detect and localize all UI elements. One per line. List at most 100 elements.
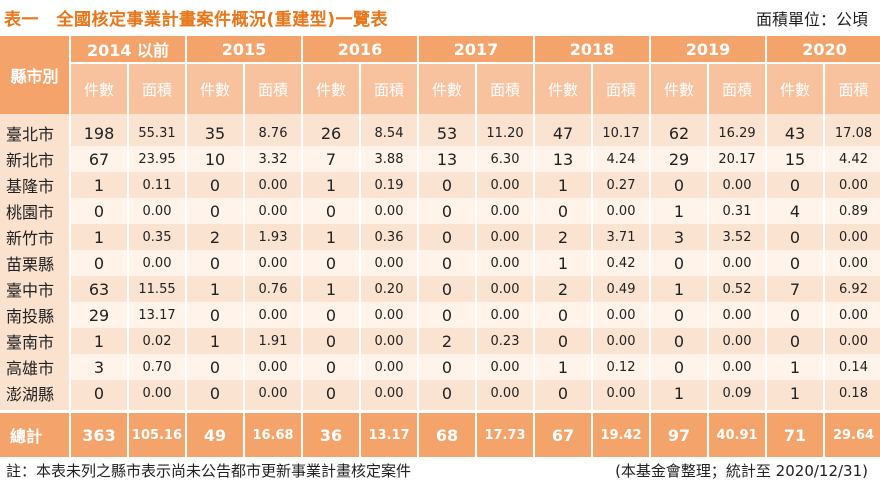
table-row: 臺北市 198 55.31 35 8.76 26 8.54 53 11.20 47 10.17 62 1… (0, 114, 880, 146)
total-count-cell: 363 (69, 410, 128, 457)
table-row: 新竹市 1 0.35 2 1.93 1 0.36 0 0.00 2 3.71 3 3.52 0 0.00 (0, 224, 880, 250)
count-cell: 1 (69, 224, 128, 250)
count-cell: 1 (533, 172, 593, 198)
table-row: 臺中市 63 11.55 1 0.76 1 0.20 0 0.00 2 0.49 1 0.52 7 6.92 (0, 276, 880, 302)
total-row: 總計 363 105.16 49 16.68 36 13.17 68 17.73 67 19.42 9… (0, 410, 880, 457)
area-cell: 1.93 (243, 224, 303, 250)
count-cell: 1 (649, 380, 709, 412)
area-column-header: 面積 (126, 62, 187, 114)
region-name: 臺中市 (0, 276, 70, 302)
area-cell: 55.31 (126, 114, 187, 146)
table-row: 澎湖縣 0 0.00 0 0.00 0 0.00 0 0.00 0 0.00 1 0.09 1 0.18 (0, 380, 880, 412)
area-cell: 11.20 (475, 114, 535, 146)
area-cell: 0.35 (126, 224, 187, 250)
count-cell: 1 (69, 328, 128, 354)
table-row: 新北市 67 23.95 10 3.32 7 3.88 13 6.30 13 4.24 29 20.17… (0, 146, 880, 172)
count-cell: 1 (765, 380, 825, 412)
area-cell: 0.00 (475, 380, 535, 412)
area-cell: 0.31 (707, 198, 767, 224)
count-cell: 63 (69, 276, 128, 302)
total-area-cell: 16.68 (243, 410, 303, 457)
year-header: 2020 (765, 36, 880, 63)
area-cell: 0.49 (591, 276, 651, 302)
count-column-header: 件數 (649, 62, 709, 114)
area-cell: 3.32 (243, 146, 303, 172)
count-cell: 0 (185, 250, 245, 276)
count-column-header: 件數 (533, 62, 593, 114)
count-cell: 0 (185, 302, 245, 328)
area-cell: 0.00 (243, 302, 303, 328)
total-count-cell: 36 (301, 410, 361, 457)
count-cell: 67 (69, 146, 128, 172)
count-cell: 47 (533, 114, 593, 146)
count-cell: 15 (765, 146, 825, 172)
count-cell: 0 (533, 198, 593, 224)
area-cell: 3.71 (591, 224, 651, 250)
region-column-header: 縣市別 (0, 36, 70, 114)
area-cell: 0.00 (359, 354, 419, 380)
count-cell: 1 (69, 172, 128, 198)
area-cell: 0.18 (823, 380, 880, 412)
area-cell: 0.00 (475, 250, 535, 276)
count-cell: 0 (417, 276, 477, 302)
table-row: 基隆市 1 0.11 0 0.00 1 0.19 0 0.00 1 0.27 0 0.00 0 0.00 (0, 172, 880, 198)
area-cell: 0.00 (591, 198, 651, 224)
area-cell: 0.00 (475, 198, 535, 224)
region-name: 苗栗縣 (0, 250, 70, 276)
region-name: 高雄市 (0, 354, 70, 380)
area-cell: 0.00 (707, 302, 767, 328)
area-cell: 0.09 (707, 380, 767, 412)
area-cell: 20.17 (707, 146, 767, 172)
count-cell: 0 (765, 302, 825, 328)
count-cell: 3 (69, 354, 128, 380)
count-cell: 0 (185, 198, 245, 224)
count-cell: 3 (649, 224, 709, 250)
area-cell: 0.00 (707, 354, 767, 380)
count-cell: 198 (69, 114, 128, 146)
total-area-cell: 105.16 (126, 410, 187, 457)
count-cell: 0 (417, 198, 477, 224)
area-cell: 0.00 (475, 276, 535, 302)
area-cell: 11.55 (126, 276, 187, 302)
count-cell: 0 (417, 224, 477, 250)
count-cell: 0 (649, 328, 709, 354)
cases-table: 縣市別 2014 以前 2015 2016 2017 2018 2019 202… (0, 36, 880, 457)
count-cell: 0 (765, 250, 825, 276)
total-count-cell: 68 (417, 410, 477, 457)
area-cell: 0.00 (475, 354, 535, 380)
count-cell: 0 (185, 380, 245, 412)
count-column-header: 件數 (69, 62, 128, 114)
area-cell: 10.17 (591, 114, 651, 146)
count-cell: 0 (69, 250, 128, 276)
area-cell: 0.00 (126, 198, 187, 224)
count-cell: 0 (417, 380, 477, 412)
count-column-header: 件數 (185, 62, 245, 114)
area-cell: 0.00 (243, 198, 303, 224)
area-cell: 0.00 (126, 380, 187, 412)
area-cell: 0.36 (359, 224, 419, 250)
area-cell: 0.89 (823, 198, 880, 224)
area-cell: 0.00 (243, 250, 303, 276)
count-cell: 26 (301, 114, 361, 146)
count-cell: 13 (533, 146, 593, 172)
count-cell: 0 (185, 354, 245, 380)
count-cell: 0 (649, 172, 709, 198)
area-column-header: 面積 (475, 62, 535, 114)
area-cell: 0.20 (359, 276, 419, 302)
count-cell: 0 (301, 198, 361, 224)
total-label: 總計 (0, 410, 70, 457)
table-row: 南投縣 29 13.17 0 0.00 0 0.00 0 0.00 0 0.00 0 0.00 0 0.00 (0, 302, 880, 328)
area-cell: 8.76 (243, 114, 303, 146)
count-cell: 0 (301, 328, 361, 354)
count-cell: 2 (185, 224, 245, 250)
region-name: 桃園市 (0, 198, 70, 224)
count-cell: 0 (301, 380, 361, 412)
count-cell: 0 (417, 354, 477, 380)
area-cell: 0.00 (823, 250, 880, 276)
area-cell: 8.54 (359, 114, 419, 146)
count-cell: 2 (533, 276, 593, 302)
count-cell: 1 (301, 276, 361, 302)
area-cell: 0.00 (126, 250, 187, 276)
table-row: 高雄市 3 0.70 0 0.00 0 0.00 0 0.00 1 0.12 0 0.00 1 0.14 (0, 354, 880, 380)
area-cell: 0.00 (359, 380, 419, 412)
